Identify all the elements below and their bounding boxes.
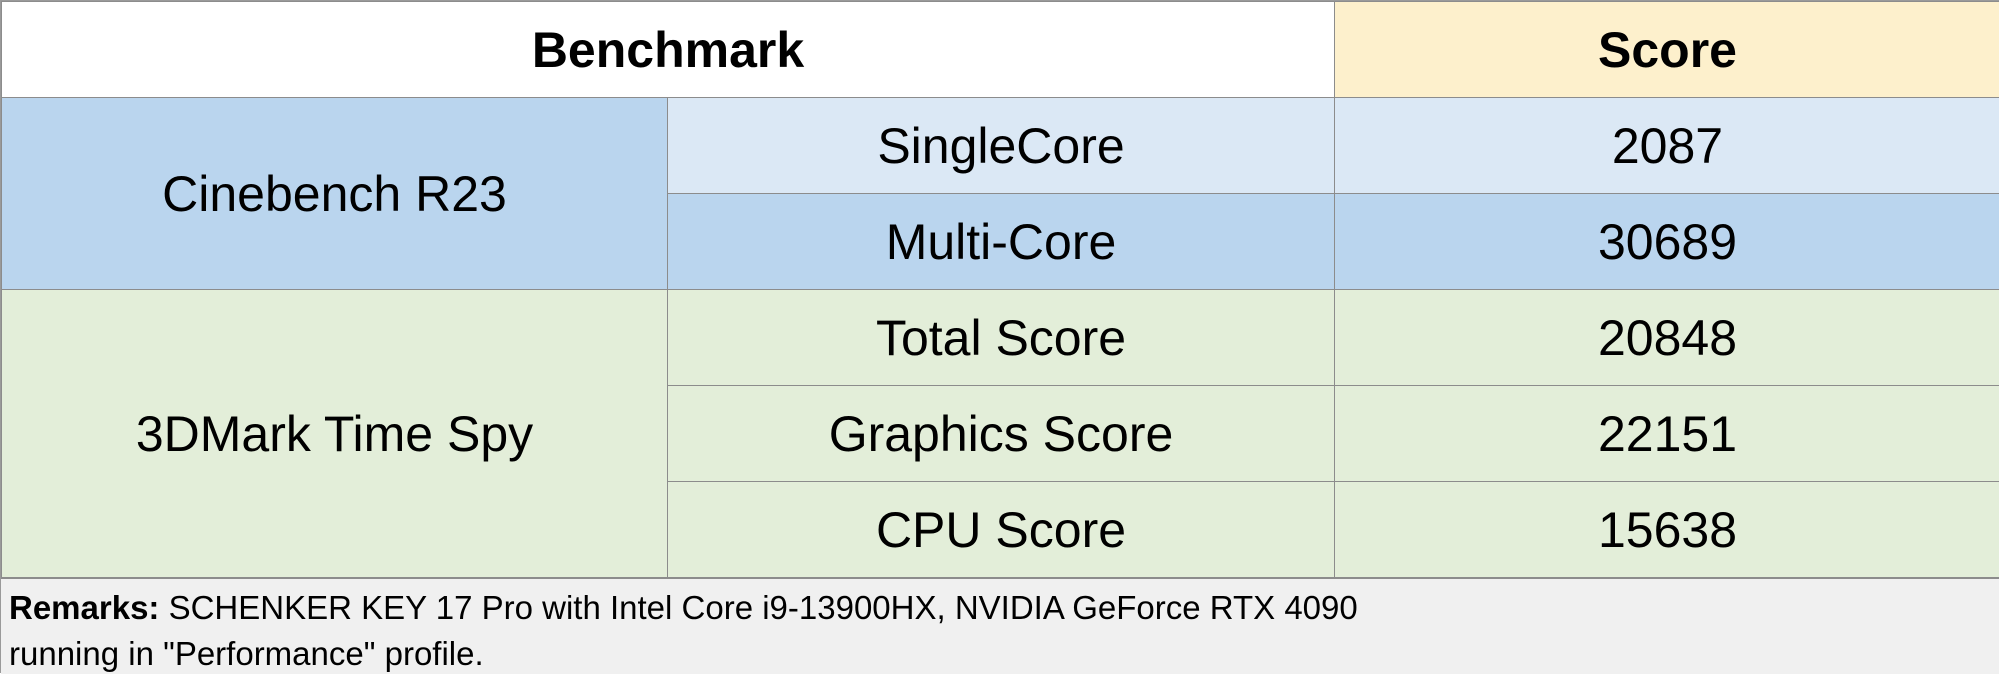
test-name-cell: SingleCore	[668, 98, 1335, 194]
table-row: 3DMark Time Spy Total Score 20848	[2, 290, 1999, 386]
remarks-box: Remarks: SCHENKER KEY 17 Pro with Intel …	[1, 578, 1999, 674]
remarks-text-1: SCHENKER KEY 17 Pro with Intel Core i9-1…	[159, 589, 1357, 626]
remarks-line-2: running in "Performance" profile.	[9, 631, 1999, 677]
group-3dmark-time-spy: 3DMark Time Spy	[2, 290, 668, 578]
test-name-cell: CPU Score	[668, 482, 1335, 578]
remarks-line-1: Remarks: SCHENKER KEY 17 Pro with Intel …	[9, 585, 1999, 631]
score-cell: 2087	[1335, 98, 1999, 194]
score-cell: 20848	[1335, 290, 1999, 386]
score-cell: 30689	[1335, 194, 1999, 290]
score-cell: 22151	[1335, 386, 1999, 482]
score-cell: 15638	[1335, 482, 1999, 578]
test-name-cell: Graphics Score	[668, 386, 1335, 482]
test-name-cell: Multi-Core	[668, 194, 1335, 290]
group-cinebench-r23: Cinebench R23	[2, 98, 668, 290]
table-row: Cinebench R23 SingleCore 2087	[2, 98, 1999, 194]
score-header: Score	[1335, 2, 1999, 98]
header-row: Benchmark Score	[2, 2, 1999, 98]
benchmark-header: Benchmark	[2, 2, 1335, 98]
benchmark-table: Benchmark Score Cinebench R23 SingleCore…	[1, 1, 1999, 578]
test-name-cell: Total Score	[668, 290, 1335, 386]
remarks-label: Remarks:	[9, 589, 159, 626]
